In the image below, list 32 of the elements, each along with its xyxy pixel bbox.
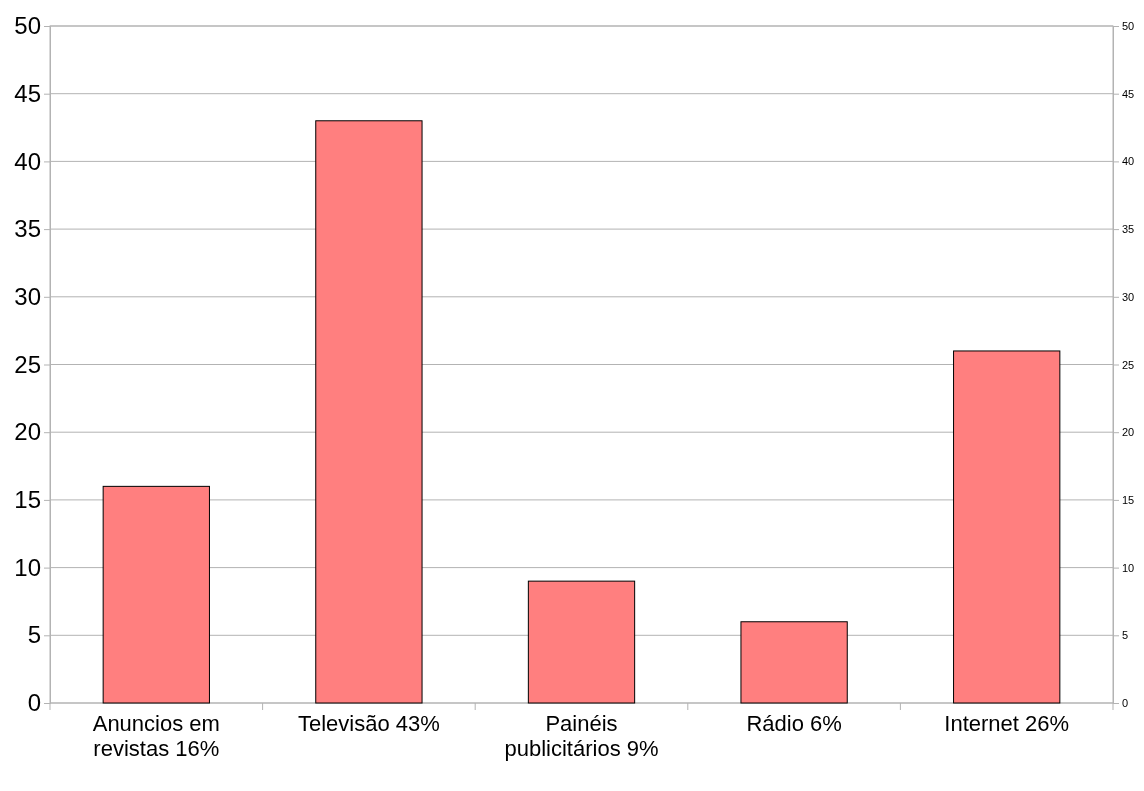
bar [527,580,636,704]
y-tick-label: 0 [27,689,41,717]
y2-tick-label: 25 [1122,358,1135,371]
y2-tick-label: 0 [1122,697,1129,710]
y-tick-label: 5 [27,621,41,649]
y2-tick-label: 35 [1122,223,1135,236]
y2-tick-label: 15 [1122,493,1135,506]
y-tick-label: 35 [14,215,41,243]
bar [315,120,423,704]
y-tick-label: 25 [14,350,41,378]
y2-tick-label: 5 [1122,629,1129,642]
y2-tick-label: 40 [1122,155,1135,168]
y2-tick-label: 10 [1122,561,1135,574]
x-tick-label: Anuncios em revistas 16% [92,710,220,762]
y-tick-label: 45 [14,79,41,107]
y-tick-label: 10 [14,553,41,581]
bar [102,485,210,704]
x-tick-label: Rádio 6% [746,710,842,736]
y-tick-label: 15 [14,486,41,514]
y2-tick-label: 45 [1122,87,1135,100]
y2-tick-label: 30 [1122,290,1135,303]
bar [953,350,1061,704]
y-tick-label: 30 [14,282,41,310]
x-tick-label: Painéis publicitários 9% [504,710,659,762]
x-tick-label: Internet 26% [944,710,1070,736]
x-tick-label: Televisão 43% [297,710,440,736]
y-tick-label: 40 [14,147,41,175]
y-tick-label: 20 [14,418,41,446]
bar [740,621,848,704]
y-tick-label: 50 [14,12,41,40]
y2-tick-label: 20 [1122,426,1135,439]
y2-tick-label: 50 [1122,20,1135,33]
